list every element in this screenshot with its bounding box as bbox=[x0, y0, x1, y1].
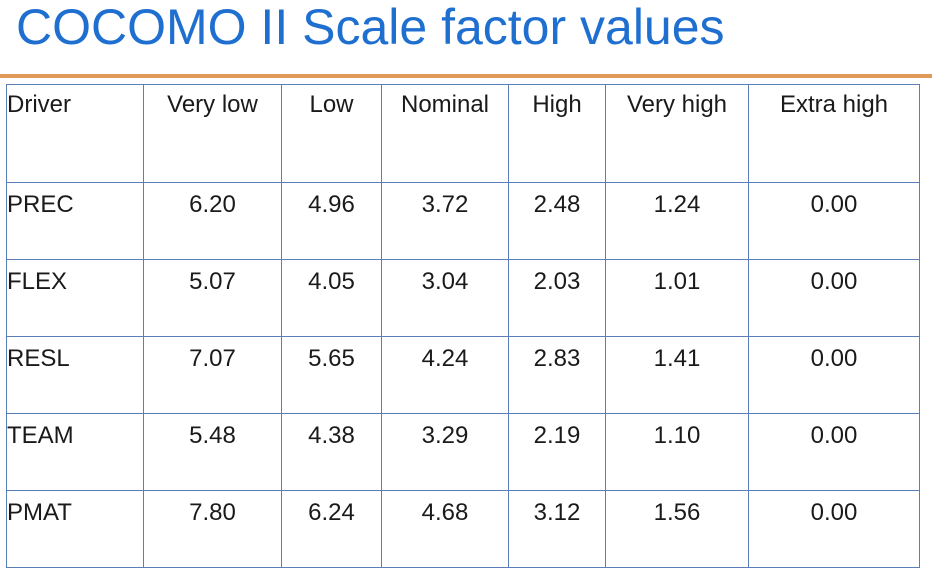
driver-cell: FLEX bbox=[6, 259, 144, 337]
value-cell: 2.19 bbox=[508, 413, 606, 491]
header-extra-high: Extra high bbox=[748, 84, 920, 183]
value-cell: 7.07 bbox=[143, 336, 282, 414]
value-cell: 1.24 bbox=[605, 182, 749, 260]
page-title: COCOMO II Scale factor values bbox=[16, 0, 725, 55]
value-cell: 7.80 bbox=[143, 490, 282, 568]
value-cell: 4.24 bbox=[381, 336, 509, 414]
driver-cell: RESL bbox=[6, 336, 144, 414]
value-cell: 2.48 bbox=[508, 182, 606, 260]
table-row: PREC 6.20 4.96 3.72 2.48 1.24 0.00 bbox=[6, 182, 920, 260]
value-cell: 2.83 bbox=[508, 336, 606, 414]
table-row: FLEX 5.07 4.05 3.04 2.03 1.01 0.00 bbox=[6, 259, 920, 337]
value-cell: 4.05 bbox=[281, 259, 382, 337]
value-cell: 6.24 bbox=[281, 490, 382, 568]
header-very-high: Very high bbox=[605, 84, 749, 183]
value-cell: 3.29 bbox=[381, 413, 509, 491]
value-cell: 0.00 bbox=[748, 490, 920, 568]
value-cell: 5.07 bbox=[143, 259, 282, 337]
header-driver: Driver bbox=[6, 84, 144, 183]
value-cell: 3.04 bbox=[381, 259, 509, 337]
driver-cell: PMAT bbox=[6, 490, 144, 568]
title-divider bbox=[0, 74, 932, 78]
header-row: Driver Very low Low Nominal High Very hi… bbox=[6, 84, 920, 183]
value-cell: 1.56 bbox=[605, 490, 749, 568]
header-low: Low bbox=[281, 84, 382, 183]
value-cell: 4.96 bbox=[281, 182, 382, 260]
value-cell: 1.10 bbox=[605, 413, 749, 491]
table-row: PMAT 7.80 6.24 4.68 3.12 1.56 0.00 bbox=[6, 490, 920, 568]
value-cell: 0.00 bbox=[748, 413, 920, 491]
driver-cell: TEAM bbox=[6, 413, 144, 491]
scale-factor-table: Driver Very low Low Nominal High Very hi… bbox=[6, 84, 920, 568]
value-cell: 3.72 bbox=[381, 182, 509, 260]
value-cell: 5.65 bbox=[281, 336, 382, 414]
value-cell: 4.38 bbox=[281, 413, 382, 491]
header-high: High bbox=[508, 84, 606, 183]
header-nominal: Nominal bbox=[381, 84, 509, 183]
value-cell: 0.00 bbox=[748, 259, 920, 337]
value-cell: 3.12 bbox=[508, 490, 606, 568]
value-cell: 2.03 bbox=[508, 259, 606, 337]
value-cell: 4.68 bbox=[381, 490, 509, 568]
value-cell: 0.00 bbox=[748, 336, 920, 414]
value-cell: 1.01 bbox=[605, 259, 749, 337]
table-row: RESL 7.07 5.65 4.24 2.83 1.41 0.00 bbox=[6, 336, 920, 414]
value-cell: 5.48 bbox=[143, 413, 282, 491]
table-row: TEAM 5.48 4.38 3.29 2.19 1.10 0.00 bbox=[6, 413, 920, 491]
driver-cell: PREC bbox=[6, 182, 144, 260]
value-cell: 6.20 bbox=[143, 182, 282, 260]
header-very-low: Very low bbox=[143, 84, 282, 183]
value-cell: 0.00 bbox=[748, 182, 920, 260]
value-cell: 1.41 bbox=[605, 336, 749, 414]
